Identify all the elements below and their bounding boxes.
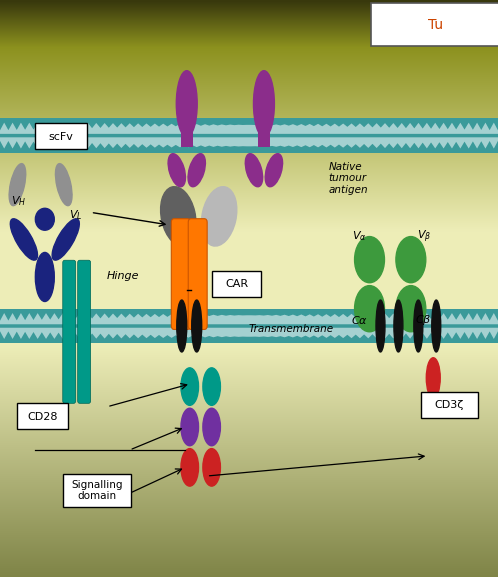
Text: scFv: scFv [48,132,73,142]
Text: $V_\beta$: $V_\beta$ [417,228,431,245]
Bar [0,309,498,343]
Ellipse shape [396,237,426,283]
Ellipse shape [192,300,202,352]
Bar [181,95,193,147]
FancyBboxPatch shape [371,3,498,46]
Ellipse shape [35,253,54,301]
Ellipse shape [188,153,205,187]
FancyBboxPatch shape [35,123,87,149]
Ellipse shape [160,187,196,246]
FancyBboxPatch shape [63,474,131,507]
Ellipse shape [177,300,187,352]
FancyBboxPatch shape [78,260,91,403]
Text: $V_L$: $V_L$ [69,208,82,222]
Ellipse shape [414,300,423,352]
Ellipse shape [181,409,199,445]
Text: CD28: CD28 [27,411,58,422]
Ellipse shape [55,164,72,205]
Ellipse shape [396,286,426,332]
Text: $C\alpha$: $C\alpha$ [351,314,368,326]
FancyBboxPatch shape [17,403,68,429]
Ellipse shape [253,70,274,137]
Ellipse shape [355,286,384,332]
Text: CD3ζ: CD3ζ [435,400,464,410]
Text: $C\beta$: $C\beta$ [415,313,432,327]
FancyBboxPatch shape [188,219,207,329]
Ellipse shape [35,208,54,230]
Ellipse shape [181,449,199,486]
Text: Hinge: Hinge [107,271,139,281]
Ellipse shape [52,219,79,260]
Ellipse shape [168,153,185,187]
Ellipse shape [9,164,26,205]
Ellipse shape [203,409,221,445]
Ellipse shape [10,219,37,260]
Ellipse shape [376,300,385,352]
Ellipse shape [355,237,384,283]
Ellipse shape [426,358,440,398]
FancyBboxPatch shape [63,260,76,403]
Ellipse shape [181,368,199,405]
Ellipse shape [201,187,237,246]
Ellipse shape [246,153,262,187]
Text: $V_\alpha$: $V_\alpha$ [352,230,367,243]
Ellipse shape [176,70,197,137]
Text: Signalling
domain: Signalling domain [71,479,123,501]
Ellipse shape [394,300,403,352]
Text: CAR: CAR [225,279,248,289]
Text: Transmembrane: Transmembrane [249,324,334,334]
Ellipse shape [203,368,221,405]
Bar [258,95,270,147]
Ellipse shape [265,153,282,187]
Text: Native
tumour
antigen: Native tumour antigen [329,162,369,195]
Text: $V_H$: $V_H$ [11,194,26,208]
FancyBboxPatch shape [421,392,478,418]
FancyBboxPatch shape [171,219,190,329]
Ellipse shape [203,449,221,486]
FancyBboxPatch shape [212,271,261,297]
Ellipse shape [432,300,441,352]
Text: Tu: Tu [428,18,443,32]
Bar [0,118,498,153]
